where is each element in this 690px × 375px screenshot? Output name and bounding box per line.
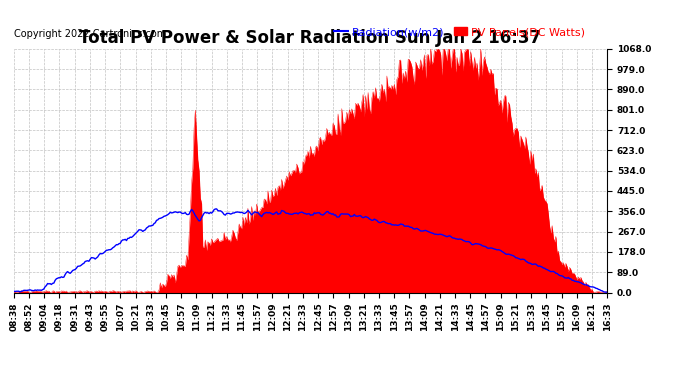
- Title: Total PV Power & Solar Radiation Sun Jan 2 16:37: Total PV Power & Solar Radiation Sun Jan…: [79, 29, 542, 47]
- Text: Copyright 2022 Cartronics.com: Copyright 2022 Cartronics.com: [14, 29, 166, 39]
- Legend: Radiation(w/m2), PV Panels(DC Watts): Radiation(w/m2), PV Panels(DC Watts): [330, 22, 590, 42]
